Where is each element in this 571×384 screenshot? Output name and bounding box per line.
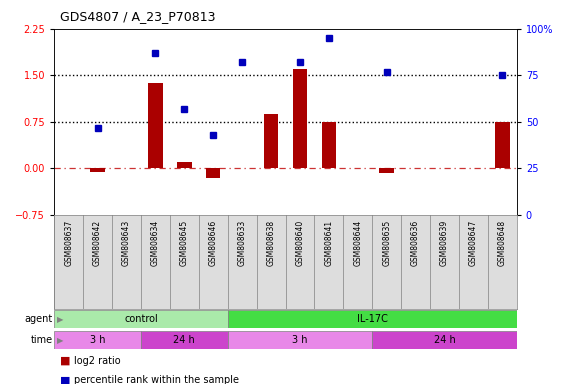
Text: log2 ratio: log2 ratio <box>74 356 121 366</box>
Text: time: time <box>31 335 53 345</box>
Text: IL-17C: IL-17C <box>357 314 388 324</box>
FancyBboxPatch shape <box>228 331 372 349</box>
Bar <box>148 83 163 169</box>
Text: GSM808640: GSM808640 <box>295 220 304 266</box>
Text: percentile rank within the sample: percentile rank within the sample <box>74 375 239 384</box>
Bar <box>264 114 278 169</box>
FancyBboxPatch shape <box>228 310 517 328</box>
Text: GSM808644: GSM808644 <box>353 220 362 266</box>
FancyBboxPatch shape <box>372 331 517 349</box>
Text: GSM808636: GSM808636 <box>411 220 420 266</box>
Text: control: control <box>124 314 158 324</box>
Bar <box>90 169 105 172</box>
Bar <box>321 122 336 169</box>
Text: 3 h: 3 h <box>90 335 106 345</box>
Text: GSM808633: GSM808633 <box>238 220 247 266</box>
Text: GSM808646: GSM808646 <box>209 220 218 266</box>
Text: ■: ■ <box>60 356 70 366</box>
Text: 24 h: 24 h <box>174 335 195 345</box>
Bar <box>206 169 220 178</box>
Bar <box>495 122 509 169</box>
FancyBboxPatch shape <box>54 310 228 328</box>
FancyBboxPatch shape <box>141 331 228 349</box>
Text: GSM808645: GSM808645 <box>180 220 189 266</box>
Text: GSM808641: GSM808641 <box>324 220 333 266</box>
Bar <box>177 162 191 169</box>
Text: GSM808635: GSM808635 <box>382 220 391 266</box>
Text: GSM808639: GSM808639 <box>440 220 449 266</box>
Text: GSM808634: GSM808634 <box>151 220 160 266</box>
Text: GSM808637: GSM808637 <box>64 220 73 266</box>
Bar <box>293 69 307 169</box>
Text: ▶: ▶ <box>57 314 63 324</box>
Text: GSM808647: GSM808647 <box>469 220 478 266</box>
Text: ▶: ▶ <box>57 336 63 345</box>
Text: GDS4807 / A_23_P70813: GDS4807 / A_23_P70813 <box>60 10 215 23</box>
Text: 24 h: 24 h <box>433 335 455 345</box>
Bar <box>380 169 394 174</box>
Text: agent: agent <box>25 314 53 324</box>
Text: GSM808648: GSM808648 <box>498 220 507 266</box>
Text: GSM808638: GSM808638 <box>267 220 276 266</box>
FancyBboxPatch shape <box>54 331 141 349</box>
Text: ■: ■ <box>60 375 70 384</box>
Text: GSM808643: GSM808643 <box>122 220 131 266</box>
Text: 3 h: 3 h <box>292 335 308 345</box>
Text: GSM808642: GSM808642 <box>93 220 102 266</box>
